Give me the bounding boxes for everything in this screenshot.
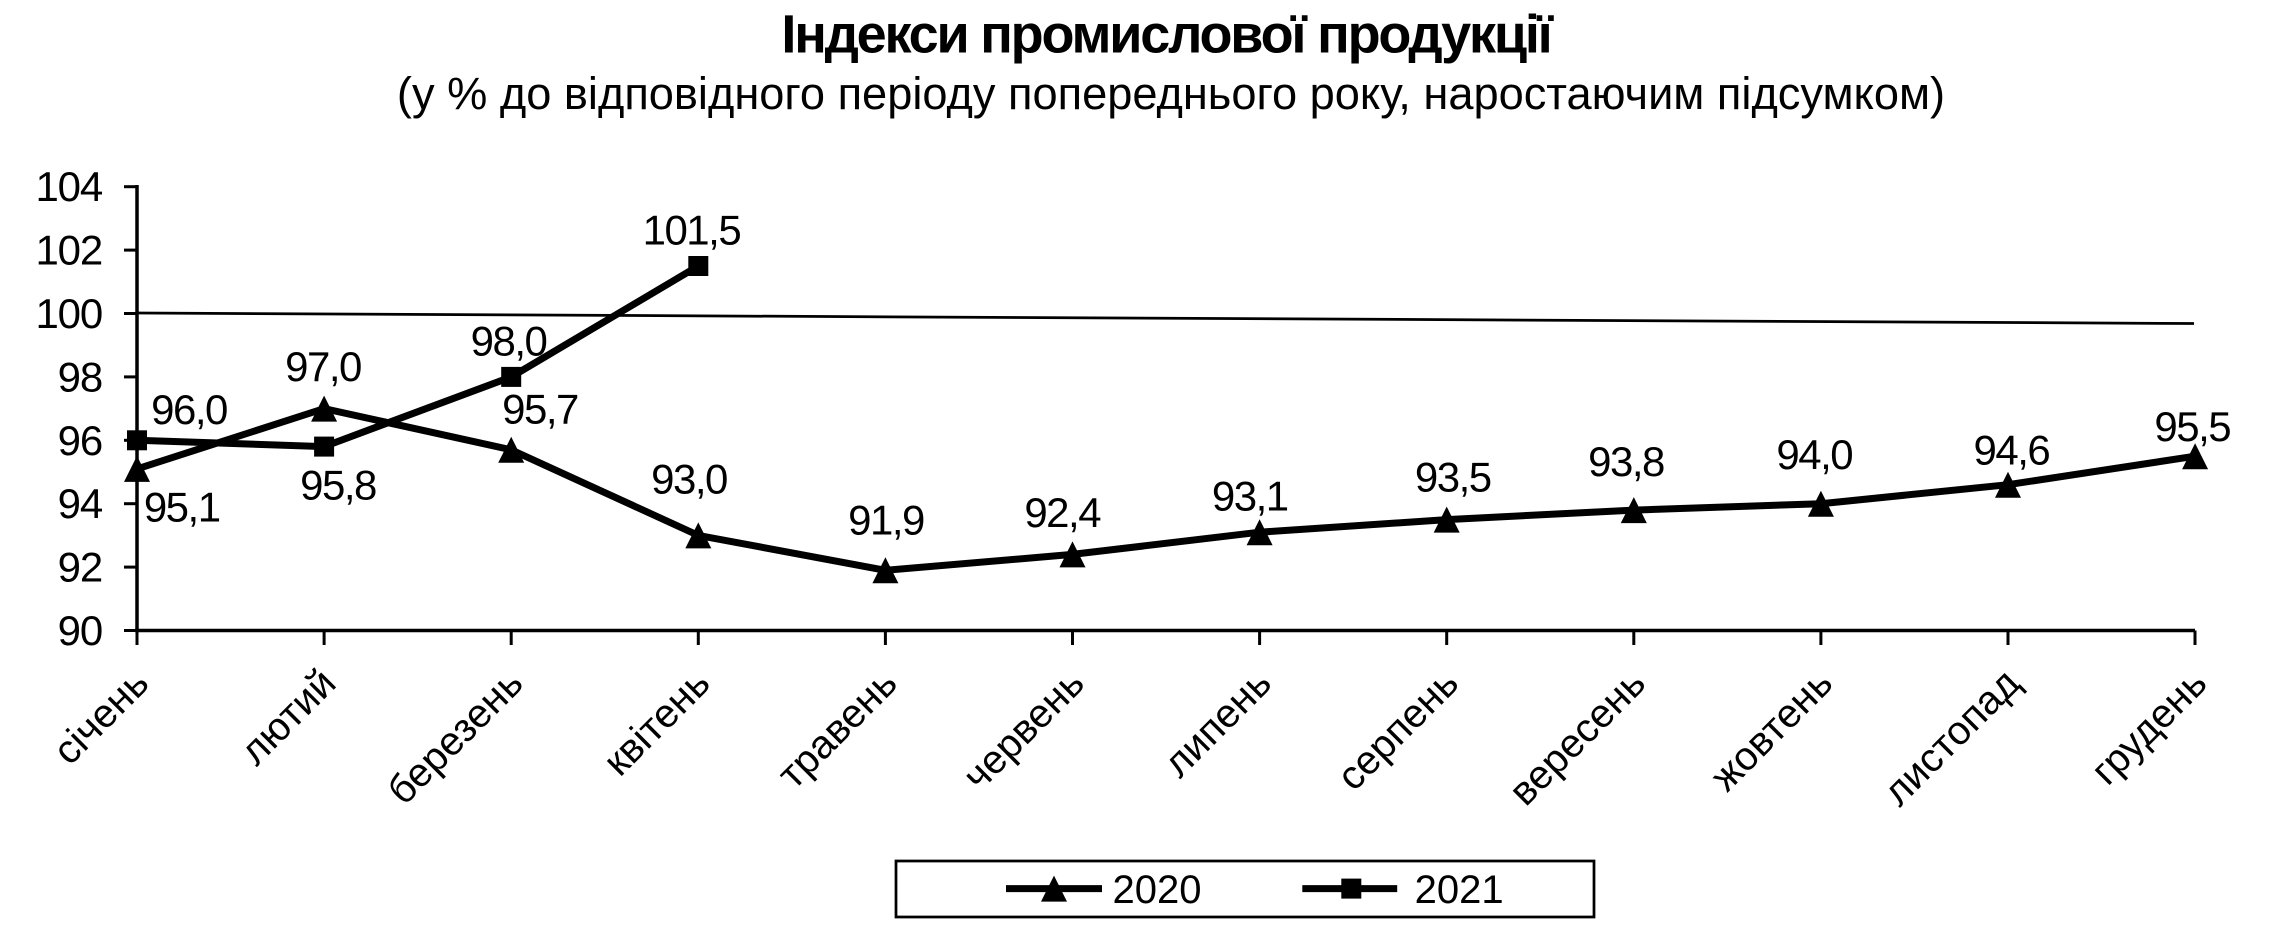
svg-text:98: 98 <box>58 353 102 400</box>
svg-text:2021: 2021 <box>1415 868 1504 912</box>
svg-text:96,0: 96,0 <box>151 386 227 433</box>
svg-text:100: 100 <box>36 290 102 337</box>
svg-text:92: 92 <box>58 544 102 591</box>
svg-text:94,6: 94,6 <box>1974 426 2050 473</box>
svg-text:102: 102 <box>36 227 102 274</box>
svg-text:93,8: 93,8 <box>1588 438 1664 485</box>
svg-text:94,0: 94,0 <box>1776 431 1852 478</box>
svg-text:95,7: 95,7 <box>502 386 578 433</box>
svg-text:93,5: 93,5 <box>1415 453 1491 500</box>
svg-text:98,0: 98,0 <box>471 318 547 365</box>
svg-text:93,1: 93,1 <box>1212 473 1288 520</box>
svg-text:95,8: 95,8 <box>300 462 376 509</box>
svg-text:96: 96 <box>58 417 102 464</box>
svg-text:101,5: 101,5 <box>643 207 741 254</box>
svg-text:104: 104 <box>36 163 103 210</box>
svg-text:94: 94 <box>58 480 103 527</box>
svg-text:97,0: 97,0 <box>285 343 361 390</box>
svg-text:92,4: 92,4 <box>1024 489 1101 536</box>
svg-text:91,9: 91,9 <box>848 497 924 544</box>
svg-text:95,5: 95,5 <box>2154 403 2230 450</box>
svg-text:90: 90 <box>58 607 102 654</box>
svg-text:Індекси промислової продукції: Індекси промислової продукції <box>781 5 1554 65</box>
svg-text:(у % до відповідного періоду п: (у % до відповідного періоду попередньог… <box>397 68 1945 119</box>
svg-text:93,0: 93,0 <box>651 456 727 503</box>
svg-text:2020: 2020 <box>1113 868 1202 912</box>
svg-text:95,1: 95,1 <box>144 484 220 531</box>
